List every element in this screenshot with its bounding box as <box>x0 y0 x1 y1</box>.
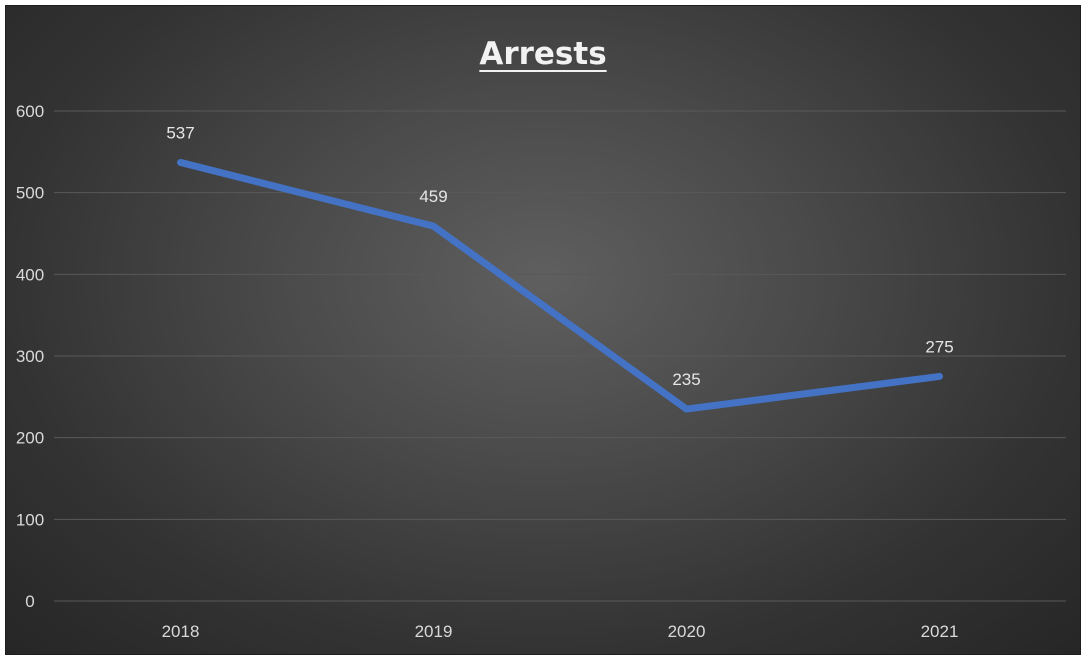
line-chart: 0 100 200 300 400 500 600 2018 2019 2020 2021 537… <box>16 102 1066 641</box>
x-axis-tick-labels: 2018 2019 2020 2021 <box>162 622 959 641</box>
y-tick-label: 400 <box>16 265 44 284</box>
x-tick-label: 2020 <box>668 622 706 641</box>
gridlines <box>54 110 1066 602</box>
data-label: 275 <box>925 337 953 356</box>
series-line <box>177 158 943 413</box>
chart-frame: Arrests 0 100 200 300 400 500 600 2018 2019 2020… <box>5 5 1081 655</box>
x-tick-label: 2018 <box>162 622 200 641</box>
data-label: 235 <box>672 370 700 389</box>
data-label: 459 <box>419 187 447 206</box>
y-tick-label: 0 <box>25 592 34 611</box>
y-tick-label: 100 <box>16 510 44 529</box>
y-tick-label: 500 <box>16 184 44 203</box>
data-labels: 537 459 235 275 <box>166 123 953 389</box>
series-line-path <box>177 158 943 413</box>
chart-title: Arrests <box>479 36 607 72</box>
y-tick-label: 600 <box>16 102 44 121</box>
y-tick-label: 300 <box>16 347 44 366</box>
y-tick-label: 200 <box>16 429 44 448</box>
data-label: 537 <box>166 123 194 142</box>
y-axis-tick-labels: 0 100 200 300 400 500 600 <box>16 102 44 611</box>
x-tick-label: 2019 <box>415 622 453 641</box>
x-tick-label: 2021 <box>921 622 959 641</box>
